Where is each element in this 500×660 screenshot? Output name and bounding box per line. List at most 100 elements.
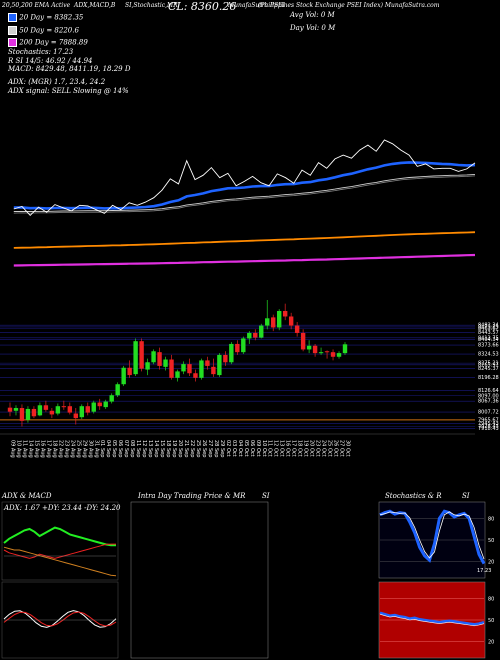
intraday-si-label: SI bbox=[262, 492, 270, 500]
x-date-label: 06 Sep bbox=[117, 440, 123, 457]
candle-body bbox=[306, 345, 312, 350]
y-tick-label: 8413.75 bbox=[478, 335, 499, 341]
price-close-line bbox=[13, 139, 476, 216]
stoch-last-value: 17.23 bbox=[477, 568, 491, 574]
ema200-text: 200 Day = 7888.89 bbox=[19, 38, 88, 47]
candle-body bbox=[37, 405, 43, 416]
adx-panel-frame bbox=[1, 501, 119, 581]
x-date-label: 03 Oct bbox=[231, 440, 237, 457]
x-date-label: 20 Sep bbox=[177, 440, 183, 457]
ema-long-line bbox=[13, 253, 476, 267]
candle-body bbox=[67, 406, 73, 413]
stoch-d-line bbox=[379, 511, 485, 560]
candle-body bbox=[330, 352, 336, 357]
stoch-panel-title: Stochastics & R bbox=[385, 492, 442, 500]
x-date-label: 24 Aug bbox=[69, 440, 75, 458]
candle-body bbox=[115, 384, 120, 396]
candle-body bbox=[312, 345, 318, 354]
candle-body bbox=[265, 318, 270, 326]
candle-body bbox=[211, 366, 216, 375]
candle-body bbox=[241, 338, 246, 353]
candle-body bbox=[181, 364, 186, 372]
x-date-label: 22 Aug bbox=[57, 440, 63, 458]
candle-body bbox=[199, 360, 204, 378]
y-tick-label: 7965.67 bbox=[478, 417, 499, 423]
x-date-label: 07 Sep bbox=[123, 440, 129, 457]
x-date-label: 24 Oct bbox=[321, 440, 327, 457]
y-tick-label: 8373.66 bbox=[478, 343, 499, 349]
macd-readout: MACD: 8429.48, 8411.19, 18.29 D bbox=[8, 65, 131, 73]
stoch-level-label: 50 bbox=[488, 538, 494, 544]
x-date-label: 01 Sep bbox=[99, 440, 105, 457]
x-date-label: 29 Sep bbox=[219, 440, 225, 457]
stoch-si-label: SI bbox=[462, 492, 470, 500]
candle-body bbox=[336, 353, 342, 357]
stoch-k-line bbox=[379, 509, 486, 565]
candle-body bbox=[133, 341, 138, 375]
x-date-label: 23 Aug bbox=[63, 440, 69, 458]
y-tick-label: 8097.00 bbox=[478, 393, 499, 399]
x-date-label: 27 Sep bbox=[207, 440, 213, 457]
ema20-line bbox=[13, 161, 476, 210]
candle-body bbox=[288, 316, 294, 326]
candle-body bbox=[31, 408, 37, 417]
adx-panel-title: ADX & MACD bbox=[2, 492, 52, 500]
x-date-label: 09 Aug bbox=[10, 440, 16, 458]
y-tick-label: 8275.21 bbox=[478, 361, 499, 367]
ema50-swatch bbox=[8, 26, 17, 35]
header-stoch: SI,Stochastic,MR bbox=[125, 2, 178, 9]
ema-lines bbox=[13, 139, 476, 267]
stochastics-readout: Stochastics: 17.23 bbox=[8, 48, 74, 56]
ema200-swatch bbox=[8, 38, 17, 47]
candle-body bbox=[276, 310, 282, 328]
ema20-label: 20 Day = 8382.35 bbox=[8, 13, 83, 22]
si-lines: 80 50 20 bbox=[379, 596, 494, 646]
ema20-swatch bbox=[8, 13, 17, 22]
si-level-label: 20 bbox=[488, 640, 494, 646]
x-date-label: 25 Sep bbox=[195, 440, 201, 457]
x-date-label: 28 Sep bbox=[213, 440, 219, 457]
x-date-label: 11 Sep bbox=[135, 440, 141, 457]
x-date-label: 04 Oct bbox=[237, 440, 243, 457]
x-date-label: 06 Oct bbox=[249, 440, 255, 457]
ema20-text: 20 Day = 8382.35 bbox=[19, 13, 84, 22]
macd-line bbox=[3, 610, 117, 628]
y-tick-label: 8196.28 bbox=[478, 375, 499, 381]
candle-body bbox=[235, 343, 240, 353]
x-date-label: 16 Aug bbox=[39, 440, 45, 458]
si-readout: R SI 14/5: 46.92 / 44.94 bbox=[8, 57, 93, 65]
y-tick-label: 8463.67 bbox=[478, 326, 499, 332]
x-date-label: 27 Oct bbox=[339, 440, 345, 457]
candle-body bbox=[25, 408, 31, 420]
x-date-label: 08 Sep bbox=[129, 440, 135, 457]
x-date-label: 15 Sep bbox=[159, 440, 165, 457]
adx-panel-values: ADX: 1.67 +DY: 23.44 -DY: 24.20 bbox=[3, 504, 121, 512]
ema50-shadow-line bbox=[13, 175, 476, 214]
y-tick-label: 8404.34 bbox=[478, 337, 499, 343]
x-date-label: 16 Oct bbox=[285, 440, 291, 457]
x-date-label: 17 Oct bbox=[291, 440, 297, 457]
y-axis-ticks: 8482.348473.158463.678443.578413.758404.… bbox=[478, 323, 499, 432]
x-date-label: 05 Oct bbox=[243, 440, 249, 457]
y-tick-label: 7928.43 bbox=[478, 424, 499, 430]
adx-readout: ADX: (MGR) 1.7, 23.4, 24.2 bbox=[8, 78, 106, 86]
candle-body bbox=[187, 364, 192, 374]
price-chart: 8482.348473.158463.678443.578413.758404.… bbox=[0, 139, 499, 458]
stoch-level-label: 20 bbox=[488, 560, 494, 566]
x-date-label: 30 Oct bbox=[345, 440, 351, 457]
x-date-label: 13 Oct bbox=[279, 440, 285, 457]
intraday-panel-title: Intra Day Trading Price & MR bbox=[138, 492, 246, 500]
candle-body bbox=[259, 325, 264, 338]
si-level-label: 50 bbox=[488, 618, 494, 624]
plus-dy-line bbox=[3, 526, 116, 547]
x-date-label: 29 Aug bbox=[81, 440, 87, 458]
y-tick-label: 8265.97 bbox=[478, 362, 499, 368]
macd-signal-line bbox=[3, 611, 117, 627]
y-tick-label: 8126.64 bbox=[478, 388, 499, 394]
candle-body bbox=[229, 343, 234, 363]
macd-lines bbox=[3, 610, 117, 628]
candle-body bbox=[145, 362, 150, 370]
x-date-label: 04 Sep bbox=[105, 440, 111, 457]
x-axis-dates: 09 Aug 10 Aug 11 Aug 14 Aug 15 Aug 16 Aug 17 A… bbox=[10, 440, 351, 458]
x-date-label: 11 Aug bbox=[21, 440, 27, 458]
